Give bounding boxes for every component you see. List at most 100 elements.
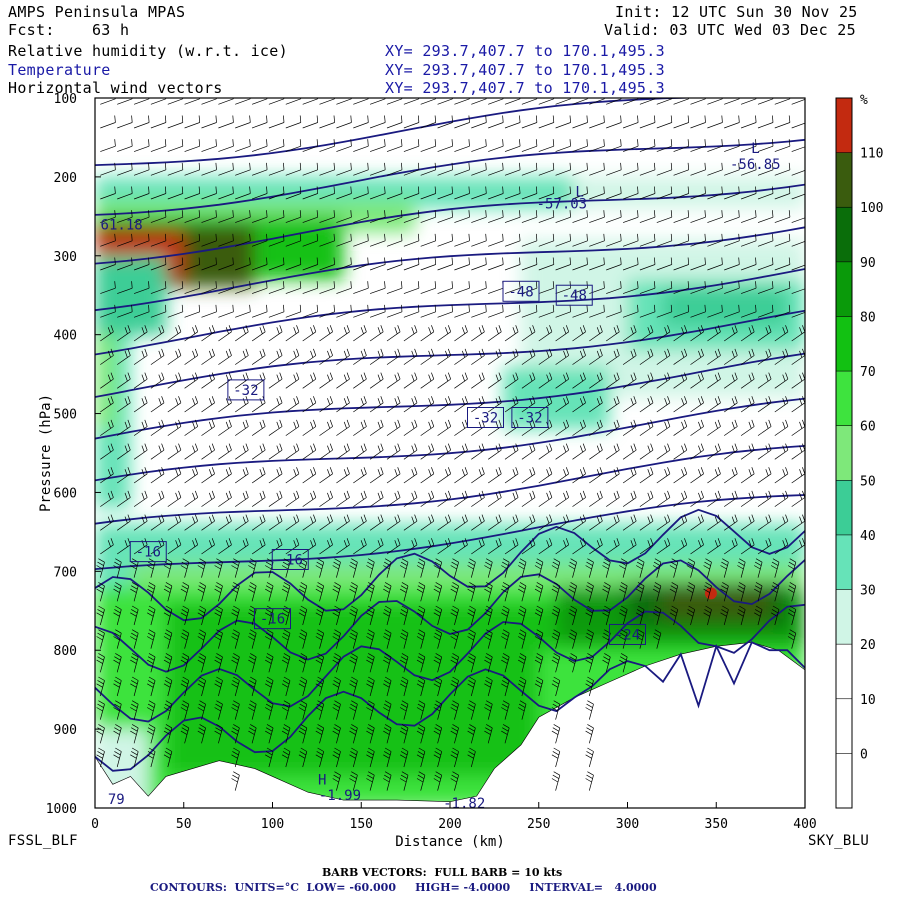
wind-barb [488,281,504,294]
wind-barb [349,605,358,626]
wind-barb [521,443,536,460]
wind-barb [572,139,588,152]
wind-barb [774,139,791,152]
wind-barb [437,186,453,200]
wind-barb [757,514,772,531]
wind-barb [504,348,519,365]
wind-barb [201,186,217,200]
wind-barb [639,210,656,223]
wind-barb [551,558,561,578]
wind-barb [437,210,453,223]
right-station-label: SKY_BLU [808,833,870,849]
contour-note: CONTOURS: UNITS=°C LOW= -60.000 HIGH= -4… [150,881,657,894]
wind-barb [656,98,673,105]
wind-barb [551,771,561,791]
wind-barb [369,139,386,152]
wind-barb [467,653,476,673]
wind-barb [96,700,105,720]
wind-barb [602,629,611,649]
wind-barb [349,582,358,602]
wind-barb [130,629,139,649]
wind-barb [265,582,274,602]
wind-barb [757,372,772,389]
wind-barb [555,514,570,531]
wind-barb [268,325,283,342]
y-tick-label: 700 [54,565,77,580]
wind-barb [585,747,594,768]
contour-label-box [129,541,167,563]
wind-barb [130,582,139,602]
wind-barb [201,490,215,507]
wind-barb [454,396,468,413]
wind-barb [319,115,335,129]
wind-barb [163,747,173,768]
wind-barb [433,747,443,768]
wind-barb [285,514,300,531]
wind-barb [285,281,302,294]
wind-barb [214,653,223,673]
wind-barb [467,724,476,744]
wind-barb [133,467,148,484]
wind-barb [622,372,637,389]
wind-barb [251,325,266,342]
contour-label: -48 [508,284,533,300]
wind-barb [572,372,586,389]
wind-barb [551,700,561,720]
contour-label-box [254,608,291,630]
wind-barb [602,605,611,626]
wind-barb [622,538,637,555]
wind-barb [117,304,133,318]
wind-barb [602,558,611,578]
y-axis-label: Pressure (hPa) [38,394,54,512]
wind-barb [214,629,223,649]
wind-barb [420,490,435,507]
wind-barb [184,514,199,531]
wind-barb [589,490,603,507]
wind-barb [369,98,386,105]
wind-barb [589,514,603,531]
wind-barb [281,747,291,768]
wind-barb [707,396,721,413]
wind-barb [315,700,325,720]
wind-barb [774,490,789,507]
wind-barb [673,281,690,294]
wind-barb [757,162,774,176]
wind-barb [315,653,325,673]
wind-barb [332,676,341,697]
temperature-contour [95,508,805,622]
wind-barb [349,724,358,744]
wind-barb [336,372,350,389]
wind-barb [298,724,308,744]
wind-barb [690,443,704,460]
wind-barb [150,115,167,129]
wind-barb [369,304,386,318]
wind-barb [403,490,418,507]
wind-barb [606,186,622,200]
wind-barb [707,514,721,531]
wind-barb [113,747,122,768]
wind-barb [504,233,521,247]
wind-barb [251,162,268,176]
wind-barb [720,582,729,602]
wind-barb [420,281,437,294]
wind-barb [454,186,470,200]
wind-barb [100,538,114,555]
wind-barb [319,419,333,436]
wind-barb [433,771,443,791]
wind-barb [467,558,476,578]
wind-barb [366,700,375,720]
wind-barb [133,419,148,436]
wind-barb [319,257,335,271]
wind-barb [673,419,688,436]
wind-barb [353,467,367,484]
wind-barb [302,210,319,223]
wind-barb [450,582,459,602]
wind-barb [184,304,201,318]
contour-label-box [271,549,309,570]
wind-barb [707,115,723,129]
wind-barb [686,605,696,626]
wind-barb [467,582,476,602]
extremum-label: 61.18 [101,218,143,234]
wind-barb [572,186,588,200]
wind-barb [150,372,165,389]
